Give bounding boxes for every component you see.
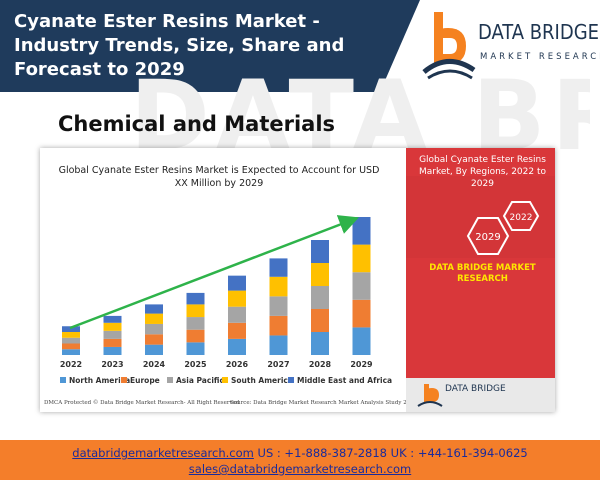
- bar-2022-middle-east-and-africa: [62, 326, 80, 332]
- legend-item: North America: [60, 376, 130, 385]
- bar-2026-south-america: [228, 290, 246, 307]
- hexagon-2022: [502, 201, 540, 231]
- bar-2029-asia-pacific: [352, 272, 371, 300]
- bar-2026-north-america: [228, 338, 246, 355]
- bar-2026-europe: [228, 322, 246, 339]
- side-panel-logo-text: DATA BRIDGE: [445, 384, 506, 394]
- legend-item: Middle East and Africa: [288, 376, 392, 385]
- hexagon-2029: [466, 217, 510, 255]
- bar-2029-south-america: [352, 244, 371, 273]
- logo-name: DATA BRIDGE: [478, 20, 600, 44]
- side-panel: 2029 2022 Global Cyanate Ester Resins Ma…: [406, 148, 555, 412]
- x-tick-label: 2029: [350, 360, 373, 369]
- website-link[interactable]: databridgemarketresearch.com: [72, 446, 254, 460]
- hex-label-2029: 2029: [475, 232, 500, 243]
- x-tick-label: 2024: [143, 360, 166, 369]
- bar-2029-europe: [352, 299, 371, 328]
- logo-tagline: MARKET RESEARCH: [480, 52, 600, 62]
- x-tick-label: 2022: [60, 360, 82, 369]
- bar-2024-north-america: [145, 344, 163, 355]
- legend-item: South America: [222, 376, 293, 385]
- legend-swatch: [121, 377, 127, 383]
- bar-2025-europe: [186, 329, 205, 343]
- bar-2029-north-america: [352, 327, 371, 355]
- legend-item: Europe: [121, 376, 160, 385]
- x-tick-label: 2027: [267, 360, 289, 369]
- source-note: Source: Data Bridge Market Research Mark…: [230, 400, 418, 406]
- bar-2028-north-america: [311, 332, 329, 355]
- legend-label: Asia Pacific: [176, 376, 224, 385]
- email-link[interactable]: sales@databridgemarketresearch.com: [188, 462, 412, 476]
- chart-card: 2022 2023 2024 2025 2026 2027 2028 2029 North A…: [40, 148, 555, 412]
- footer-email-line: sales@databridgemarketresearch.com: [0, 462, 600, 476]
- x-tick-label: 2028: [309, 360, 332, 369]
- bar-2023-europe: [103, 338, 122, 347]
- stacked-bar-chart: 2022 2023 2024 2025 2026 2027 2028 2029 North A…: [60, 215, 392, 385]
- header-band: [0, 0, 420, 92]
- legend-label: South America: [231, 376, 293, 385]
- x-tick-label: 2025: [184, 360, 207, 369]
- chart-title: Global Cyanate Ester Resins Market is Ex…: [58, 165, 380, 189]
- category-heading: Chemical and Materials: [58, 112, 336, 136]
- bar-2024-middle-east-and-africa: [145, 304, 163, 314]
- us-phone: US : +1-888-387-2818: [257, 446, 388, 460]
- bar-2022-south-america: [62, 332, 80, 338]
- legend-item: Asia Pacific: [167, 376, 224, 385]
- bar-2027-north-america: [269, 335, 288, 355]
- bar-2029-middle-east-and-africa: [352, 217, 371, 245]
- legend-label: Middle East and Africa: [297, 376, 392, 385]
- header: Cyanate Ester Resins Market - Industry T…: [0, 0, 600, 92]
- x-tick-label: 2026: [226, 360, 249, 369]
- bar-2027-south-america: [269, 276, 288, 297]
- uk-phone: UK : +44-161-394-0625: [390, 446, 528, 460]
- trend-arrow: [69, 215, 360, 330]
- bar-2023-middle-east-and-africa: [103, 315, 122, 323]
- x-tick-label: 2023: [101, 360, 123, 369]
- legend-swatch: [288, 377, 294, 383]
- bar-2025-south-america: [186, 304, 205, 318]
- bar-2026-asia-pacific: [228, 306, 246, 323]
- bar-2028-south-america: [311, 263, 329, 286]
- bar-2023-north-america: [103, 346, 122, 355]
- side-panel-title: Global Cyanate Ester Resins Market, By R…: [418, 155, 547, 189]
- bar-2022-north-america: [62, 349, 80, 355]
- side-panel-bg: 2029 2022: [406, 148, 555, 412]
- page-title: Cyanate Ester Resins Market - Industry T…: [14, 11, 345, 80]
- copyright-note: DMCA Protected © Data Bridge Market Rese…: [44, 400, 240, 406]
- bar-2028-europe: [311, 309, 329, 332]
- footer-contact-line: databridgemarketresearch.com US : +1-888…: [0, 446, 600, 460]
- legend-label: North America: [69, 376, 130, 385]
- bar-2024-south-america: [145, 313, 163, 324]
- bar-2022-asia-pacific: [62, 337, 80, 344]
- bar-2027-asia-pacific: [269, 296, 288, 316]
- footer-bar: databridgemarketresearch.com US : +1-888…: [0, 440, 600, 480]
- bar-2026-middle-east-and-africa: [228, 275, 246, 291]
- legend-swatch: [60, 377, 66, 383]
- bar-2025-middle-east-and-africa: [186, 292, 205, 305]
- side-panel-brand: DATA BRIDGE MARKET RESEARCH: [429, 263, 536, 284]
- bar-2023-asia-pacific: [103, 330, 122, 339]
- bar-2027-europe: [269, 315, 288, 336]
- data-bridge-logo-icon: [422, 12, 476, 80]
- bar-2025-north-america: [186, 342, 205, 355]
- bar-2024-europe: [145, 334, 163, 345]
- legend-swatch: [167, 377, 173, 383]
- company-logo[interactable]: DATA BRIDGE MARKET RESEARCH: [420, 8, 600, 86]
- hex-label-2022: 2022: [510, 213, 533, 223]
- bar-2023-south-america: [103, 322, 122, 331]
- legend-swatch: [222, 377, 228, 383]
- bar-2028-middle-east-and-africa: [311, 240, 329, 263]
- bar-2025-asia-pacific: [186, 317, 205, 330]
- bar-2028-asia-pacific: [311, 286, 329, 309]
- legend-label: Europe: [130, 376, 160, 385]
- bar-2027-middle-east-and-africa: [269, 258, 288, 277]
- small-logo-icon: [417, 384, 443, 407]
- bar-2022-europe: [62, 343, 80, 350]
- bar-2024-asia-pacific: [145, 323, 163, 335]
